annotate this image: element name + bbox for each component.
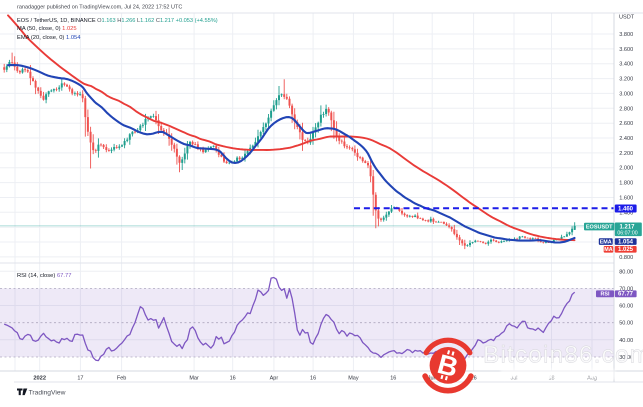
svg-text:Bitcoin86.com: Bitcoin86.com <box>483 342 643 369</box>
svg-text:1.054: 1.054 <box>618 239 634 245</box>
svg-text:3.800: 3.800 <box>619 32 633 38</box>
svg-text:xxxxxxxxxxxxx: xxxxxxxxxxxxx <box>502 369 597 381</box>
svg-text:Feb: Feb <box>117 375 126 381</box>
svg-text:Mar: Mar <box>189 375 199 381</box>
svg-text:50.00: 50.00 <box>619 321 633 327</box>
svg-text:EOS / TetherUS, 1D, BINANCE O1: EOS / TetherUS, 1D, BINANCE O1.163 H1.26… <box>17 18 218 24</box>
svg-text:1.025: 1.025 <box>618 247 634 253</box>
svg-text:Apr: Apr <box>270 375 279 381</box>
svg-text:67.77: 67.77 <box>618 292 634 298</box>
svg-text:06:07:00: 06:07:00 <box>617 231 637 237</box>
svg-text:16: 16 <box>310 375 316 381</box>
svg-text:2.600: 2.600 <box>619 121 633 127</box>
svg-text:3.200: 3.200 <box>619 77 633 83</box>
svg-text:1.460: 1.460 <box>618 207 634 213</box>
svg-text:Jun: Jun <box>428 375 437 381</box>
svg-text:TradingView: TradingView <box>29 390 66 397</box>
svg-text:MA (50, close, 0) 1.025: MA (50, close, 0) 1.025 <box>17 26 77 32</box>
svg-text:1.800: 1.800 <box>619 181 633 187</box>
svg-text:16: 16 <box>471 375 477 381</box>
svg-text:40.00: 40.00 <box>619 338 633 344</box>
svg-text:May: May <box>348 375 359 381</box>
svg-text:EMA: EMA <box>600 239 612 245</box>
svg-text:17: 17 <box>77 375 83 381</box>
svg-text:60.00: 60.00 <box>619 304 633 310</box>
svg-text:2.200: 2.200 <box>619 151 633 157</box>
svg-text:2.800: 2.800 <box>619 106 633 112</box>
svg-text:3.000: 3.000 <box>619 91 633 97</box>
svg-text:EMA (20, close, 0) 1.054: EMA (20, close, 0) 1.054 <box>17 35 81 41</box>
svg-text:1.217: 1.217 <box>619 224 635 230</box>
svg-text:70.00: 70.00 <box>619 286 633 292</box>
svg-text:16: 16 <box>230 375 236 381</box>
svg-text:USDT: USDT <box>619 15 635 21</box>
svg-text:16: 16 <box>390 375 396 381</box>
svg-text:RSI (14, close) 67.77: RSI (14, close) 67.77 <box>17 273 71 279</box>
svg-text:RSI: RSI <box>601 292 610 298</box>
svg-text:80.00: 80.00 <box>619 269 633 275</box>
svg-text:0.800: 0.800 <box>619 255 633 261</box>
svg-text:3.400: 3.400 <box>619 62 633 68</box>
svg-text:1.600: 1.600 <box>619 195 633 201</box>
svg-text:ranadagger published on Tradin: ranadagger published on TradingView.com,… <box>17 4 182 10</box>
svg-text:2.000: 2.000 <box>619 166 633 172</box>
svg-text:2022: 2022 <box>33 375 46 381</box>
svg-text:2.400: 2.400 <box>619 136 633 142</box>
svg-text:1.400: 1.400 <box>619 210 633 216</box>
svg-text:30.00: 30.00 <box>619 355 633 361</box>
svg-text:EOSUSDT: EOSUSDT <box>586 224 613 230</box>
svg-text:MA: MA <box>604 247 612 253</box>
svg-text:3.600: 3.600 <box>619 47 633 53</box>
